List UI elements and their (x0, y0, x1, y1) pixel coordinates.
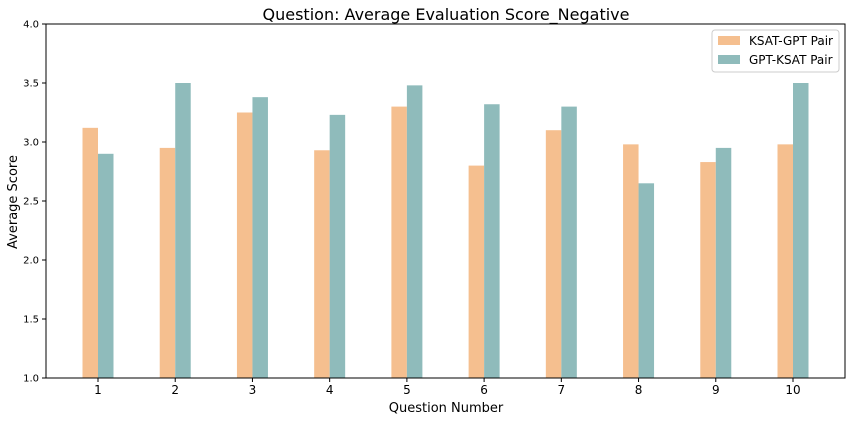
bar-series-1-q10 (777, 144, 793, 378)
x-tick-label: 7 (558, 383, 566, 397)
x-tick-label: 10 (785, 383, 800, 397)
bar-series-1-q2 (159, 147, 176, 378)
y-axis-label: Average Score (6, 155, 21, 249)
x-tick-label: 9 (712, 383, 720, 397)
legend-label-series-2: GPT-KSAT Pair (749, 53, 833, 67)
x-tick-label: 8 (635, 383, 643, 397)
legend-swatch-series-2 (718, 55, 740, 64)
bar-series-1-q3 (236, 112, 253, 378)
bar-series-2-q2 (175, 83, 191, 378)
chart-title: Question: Average Evaluation Score_Negat… (263, 5, 630, 25)
x-axis-label: Question Number (389, 401, 504, 416)
bar-series-1-q1 (82, 127, 98, 378)
x-tick-label: 1 (94, 383, 102, 397)
legend-label-series-1: KSAT-GPT Pair (749, 34, 833, 48)
y-tick-label: 2.0 (23, 256, 39, 267)
legend-swatch-series-1 (718, 36, 740, 45)
y-tick-label: 2.5 (23, 197, 39, 208)
bar-series-1-q9 (700, 162, 716, 378)
y-tick-label: 3.0 (23, 138, 39, 149)
bar-series-1-q5 (391, 106, 407, 378)
bar-series-2-q4 (329, 114, 346, 379)
y-tick-label: 1.5 (23, 315, 39, 326)
y-tick-label: 4.0 (23, 20, 39, 31)
bar-series-1-q6 (468, 165, 485, 378)
x-tick-label: 2 (171, 383, 179, 397)
x-tick-label: 5 (403, 383, 411, 397)
bar-series-1-q8 (623, 144, 639, 378)
bar-series-2-q9 (715, 147, 732, 378)
bar-series-2-q7 (561, 106, 577, 378)
bar-series-2-q5 (406, 85, 423, 379)
bar-series-2-q8 (638, 183, 655, 378)
bar-series-2-q1 (98, 153, 114, 378)
x-tick-label: 3 (249, 383, 257, 397)
bar-series-2-q6 (484, 104, 500, 379)
bar-series-1-q7 (545, 130, 562, 378)
bars-layer (82, 83, 809, 379)
x-tick-label: 4 (326, 383, 334, 397)
axes-layer: 1.0 1.5 2.0 2.5 3.0 3.5 4.0 1 2 3 4 5 6 7 8 9 10 (23, 20, 846, 397)
bar-series-2-q3 (252, 97, 268, 378)
y-tick-label: 1.0 (23, 374, 39, 385)
bar-series-2-q10 (793, 83, 809, 378)
y-tick-label: 3.5 (23, 79, 39, 90)
bar-series-1-q4 (314, 150, 330, 378)
legend-box (711, 29, 840, 73)
legend: KSAT-GPT Pair GPT-KSAT Pair (711, 29, 840, 73)
x-tick-label: 6 (480, 383, 488, 397)
